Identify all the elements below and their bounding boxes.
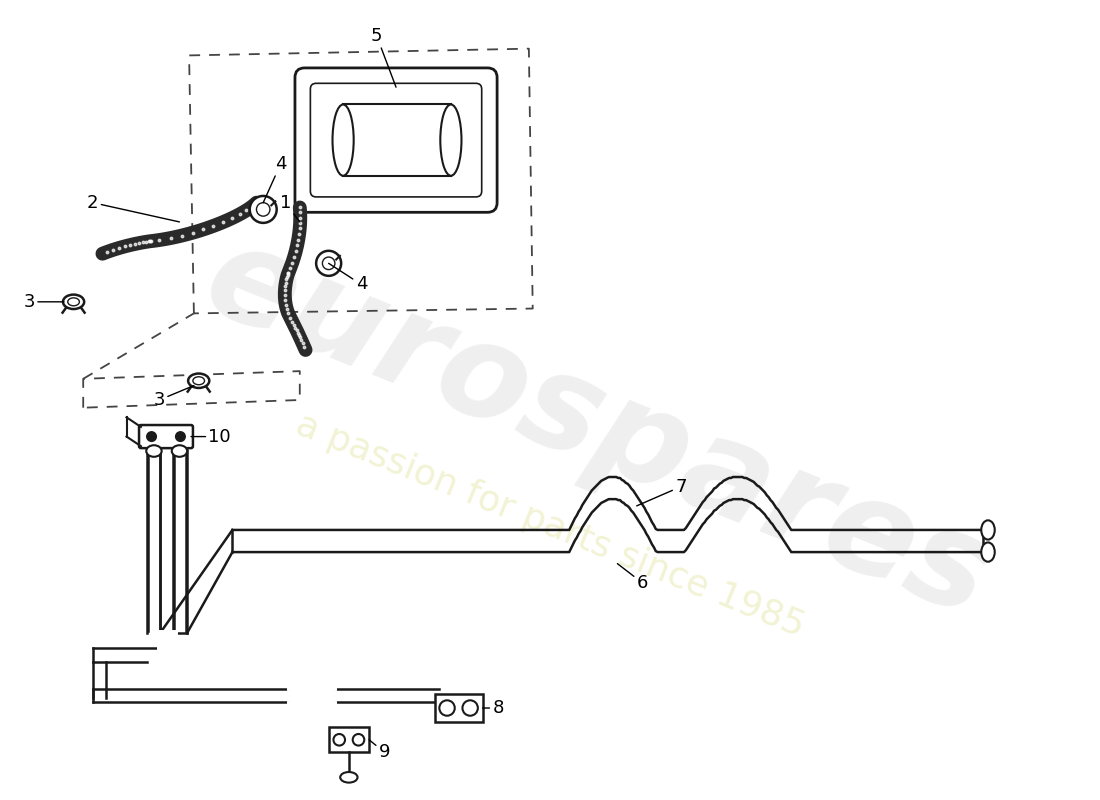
FancyBboxPatch shape [329,727,370,752]
Ellipse shape [63,294,85,309]
Text: 2: 2 [87,194,179,222]
Ellipse shape [256,202,270,216]
FancyBboxPatch shape [295,68,497,212]
Text: 6: 6 [617,564,648,592]
Ellipse shape [981,520,994,539]
Text: 1: 1 [279,194,300,222]
Text: 8: 8 [483,699,504,717]
Ellipse shape [68,298,79,306]
Text: 5: 5 [371,27,396,87]
Ellipse shape [332,105,354,176]
Ellipse shape [316,251,341,276]
Text: 9: 9 [370,740,390,762]
Text: 10: 10 [191,427,231,446]
Ellipse shape [981,542,994,562]
Ellipse shape [340,772,358,782]
Ellipse shape [192,377,205,385]
Text: 3: 3 [23,293,64,311]
Ellipse shape [188,374,209,388]
Text: 7: 7 [637,478,686,506]
FancyBboxPatch shape [434,694,483,722]
Text: eurospares: eurospares [187,214,1009,644]
Ellipse shape [440,105,462,176]
FancyBboxPatch shape [139,425,192,448]
Text: a passion for parts since 1985: a passion for parts since 1985 [290,407,810,643]
Text: 4: 4 [263,155,286,202]
Ellipse shape [250,196,277,223]
Circle shape [146,432,156,442]
Circle shape [176,432,185,442]
Text: 3: 3 [154,386,194,409]
FancyBboxPatch shape [310,83,482,197]
Ellipse shape [322,257,334,270]
Ellipse shape [172,446,187,457]
Text: 4: 4 [329,263,367,294]
Ellipse shape [146,446,162,457]
